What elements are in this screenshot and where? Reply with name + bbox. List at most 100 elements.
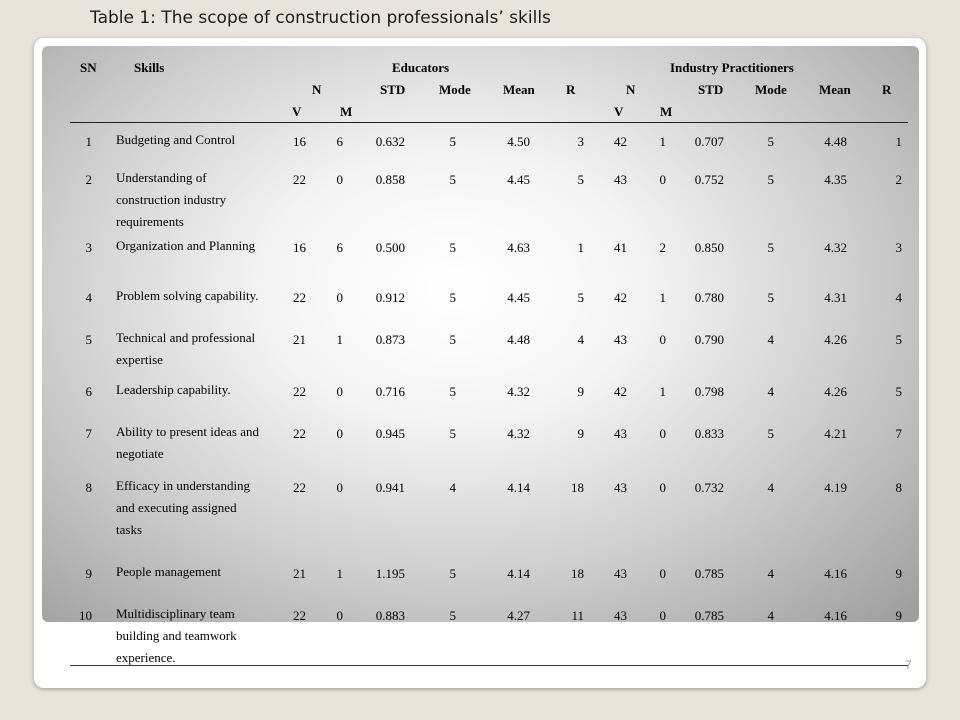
header-sn: SN — [80, 60, 97, 75]
header-industry-mode: Mode — [755, 82, 787, 97]
cell-i-mean: 4.26 — [824, 332, 847, 347]
header-skills: Skills — [134, 60, 165, 75]
header-industry-practitioners: Industry Practitioners — [670, 60, 794, 75]
table-row: 9 21 1 1.195 5 4.14 18 43 0 0.785 4 4.16 9 People man… — [70, 560, 908, 602]
header-educators-v: V — [292, 104, 302, 119]
cell-sn: 7 — [85, 426, 93, 441]
cell-i-mode: 5 — [767, 290, 775, 305]
cell-i-nv: 42 — [614, 384, 627, 399]
header-educators-mean: Mean — [503, 82, 535, 97]
cell-i-nv: 42 — [614, 134, 627, 149]
cell-i-r: 1 — [895, 134, 903, 149]
cell-e-r: 9 — [577, 426, 585, 441]
cell-e-std: 0.716 — [375, 384, 405, 399]
table-row: 6 22 0 0.716 5 4.32 9 42 1 0.798 4 4.26 5 Leadership … — [70, 378, 908, 420]
cell-i-r: 5 — [895, 384, 903, 399]
cell-i-r: 9 — [895, 566, 903, 581]
cell-sn: 3 — [85, 240, 93, 255]
cell-i-nm: 0 — [659, 426, 667, 441]
cell-e-mode: 5 — [449, 134, 457, 149]
cell-e-std: 0.632 — [375, 134, 405, 149]
cell-e-mode: 5 — [449, 290, 457, 305]
cell-e-nm: 0 — [336, 480, 344, 495]
cell-i-r: 2 — [895, 172, 903, 187]
cell-e-r: 4 — [577, 332, 585, 347]
cell-i-std: 0.780 — [694, 290, 724, 305]
cell-e-mode: 5 — [449, 566, 457, 581]
table-row: 7 22 0 0.945 5 4.32 9 43 0 0.833 5 4.21 7 Ability to … — [70, 420, 908, 474]
cell-e-std: 0.945 — [375, 426, 405, 441]
cell-e-nv: 22 — [293, 384, 306, 399]
cell-e-nm: 1 — [336, 332, 344, 347]
cell-i-nm: 0 — [659, 172, 667, 187]
cell-sn: 10 — [79, 608, 92, 623]
table-row: 8 22 0 0.941 4 4.14 18 43 0 0.732 4 4.19 8 Efficacy i… — [70, 474, 908, 560]
cell-e-mode: 5 — [449, 240, 457, 255]
cell-i-r: 8 — [895, 480, 903, 495]
cell-i-mode: 5 — [767, 240, 775, 255]
cell-e-r: 9 — [577, 384, 585, 399]
cell-sn: 1 — [85, 134, 93, 149]
cell-i-nv: 43 — [614, 426, 627, 441]
cell-e-nm: 0 — [336, 172, 344, 187]
header-industry-mean: Mean — [819, 82, 851, 97]
cell-i-nv: 42 — [614, 290, 627, 305]
cell-skill: Leadership capability. — [116, 382, 231, 397]
table-row: 2 22 0 0.858 5 4.45 5 43 0 0.752 5 4.35 2 Understandi… — [70, 166, 908, 234]
footer-divider — [70, 665, 908, 666]
cell-e-mean: 4.32 — [507, 426, 530, 441]
cell-e-nv: 22 — [293, 172, 306, 187]
cell-i-mean: 4.16 — [824, 566, 847, 581]
table-row: 5 21 1 0.873 5 4.48 4 43 0 0.790 4 4.26 5 Technical a… — [70, 326, 908, 378]
cell-i-r: 7 — [895, 426, 903, 441]
cell-skill: Budgeting and Control — [116, 132, 236, 147]
cell-i-mean: 4.21 — [824, 426, 847, 441]
cell-e-mode: 5 — [449, 426, 457, 441]
cell-i-nm: 1 — [659, 134, 667, 149]
cell-e-nm: 0 — [336, 384, 344, 399]
header-educators-std: STD — [380, 82, 406, 97]
cell-sn: 6 — [85, 384, 93, 399]
cell-sn: 2 — [85, 172, 93, 187]
table-row: 10 22 0 0.883 5 4.27 11 43 0 0.785 4 4.16 9 Multidisc… — [70, 602, 908, 694]
cell-e-mean: 4.27 — [507, 608, 530, 623]
cell-e-mode: 4 — [449, 480, 457, 495]
cell-i-nv: 43 — [614, 566, 627, 581]
cell-sn: 9 — [85, 566, 93, 581]
cell-e-nv: 22 — [293, 290, 306, 305]
table-background — [42, 46, 919, 622]
cell-i-nm: 0 — [659, 480, 667, 495]
table-row: 3 16 6 0.500 5 4.63 1 41 2 0.850 5 4.32 3 Organizatio… — [70, 234, 908, 284]
cell-i-std: 0.707 — [694, 134, 724, 149]
slide-title: Table 1: The scope of construction profe… — [90, 8, 551, 28]
cell-e-std: 0.883 — [375, 608, 405, 623]
table-row: 4 22 0 0.912 5 4.45 5 42 1 0.780 5 4.31 4 Problem sol… — [70, 284, 908, 326]
header-industry-v: V — [614, 104, 624, 119]
cell-e-std: 1.195 — [375, 566, 405, 581]
cell-e-nv: 21 — [293, 566, 306, 581]
cell-e-r: 18 — [571, 566, 584, 581]
header-educators-m: M — [340, 104, 353, 119]
cell-e-mode: 5 — [449, 384, 457, 399]
cell-e-mode: 5 — [449, 332, 457, 347]
cell-i-nm: 0 — [659, 332, 667, 347]
cell-skill: Problem solving capability. — [116, 288, 259, 303]
cell-i-nm: 1 — [659, 384, 667, 399]
cell-e-nv: 21 — [293, 332, 306, 347]
cell-e-nm: 6 — [336, 134, 344, 149]
cell-e-nv: 22 — [293, 426, 306, 441]
cell-e-r: 3 — [577, 134, 585, 149]
cell-skill: Multidisciplinary team building and team… — [116, 606, 237, 665]
cell-i-std: 0.833 — [694, 426, 724, 441]
cell-i-mode: 4 — [767, 384, 775, 399]
cell-i-r: 3 — [895, 240, 903, 255]
table-header: SN Skills Educators Industry Practitione… — [70, 50, 908, 123]
cell-i-nv: 43 — [614, 172, 627, 187]
cell-e-nv: 16 — [293, 134, 306, 149]
header-industry-n: N — [626, 82, 636, 97]
cell-e-mean: 4.45 — [507, 172, 530, 187]
cell-i-nv: 43 — [614, 480, 627, 495]
skills-table: SN Skills Educators Industry Practitione… — [70, 50, 908, 665]
cell-i-mode: 5 — [767, 426, 775, 441]
cell-e-mean: 4.50 — [507, 134, 530, 149]
